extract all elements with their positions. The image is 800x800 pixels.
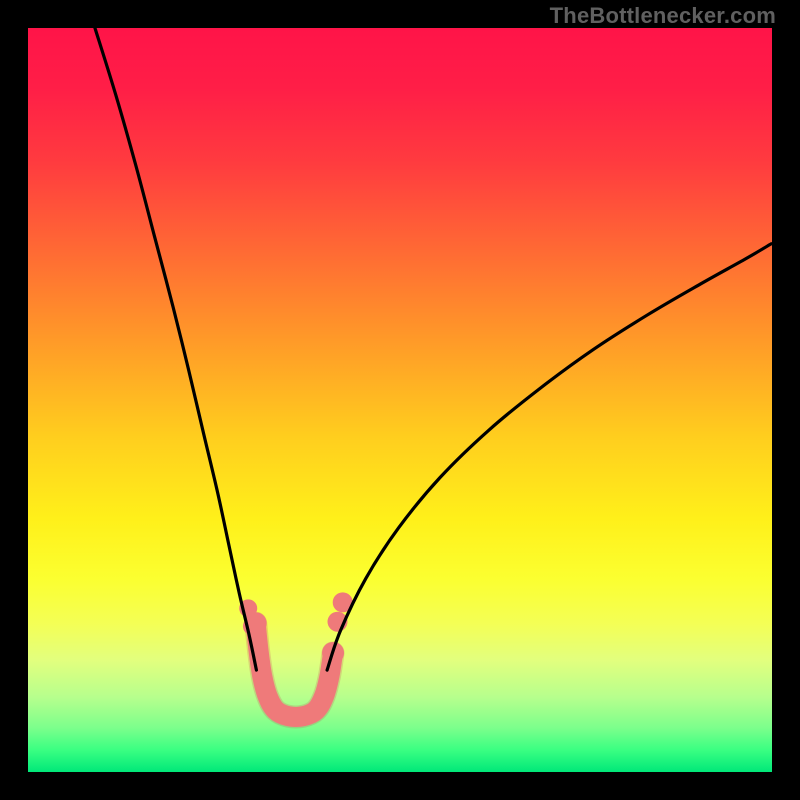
chart-frame xyxy=(0,0,800,800)
bottleneck-chart xyxy=(28,28,772,772)
gradient-background xyxy=(28,28,772,772)
watermark-text: TheBottlenecker.com xyxy=(550,3,776,29)
stage: TheBottlenecker.com xyxy=(0,0,800,800)
chart-svg xyxy=(28,28,772,772)
